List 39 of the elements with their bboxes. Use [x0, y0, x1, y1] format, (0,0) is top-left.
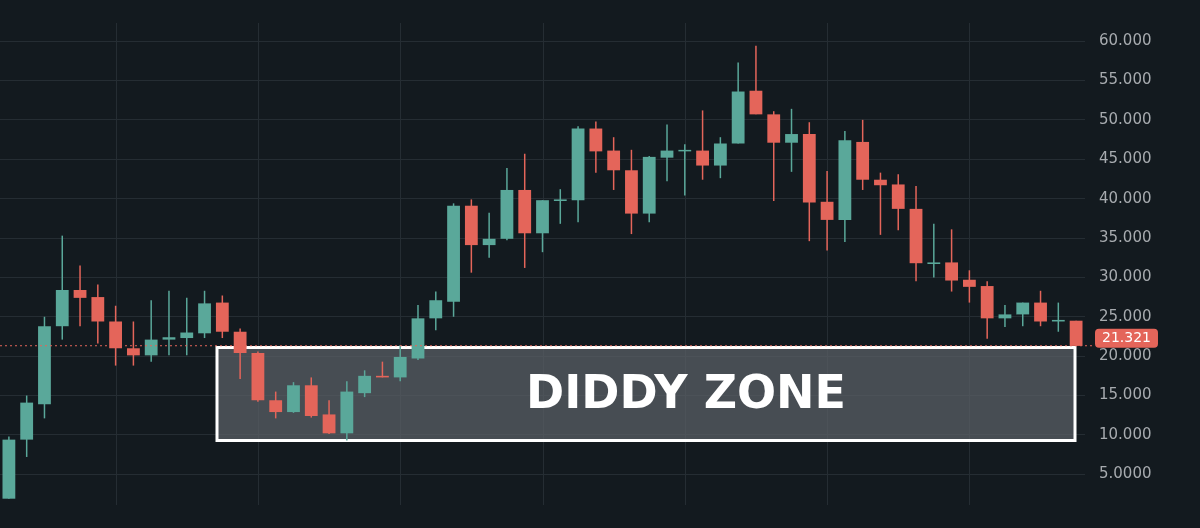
y-tick-label: 50.000	[1099, 109, 1152, 128]
y-tick-label: 45.000	[1099, 149, 1152, 168]
y-tick-label: 5.0000	[1099, 464, 1152, 483]
candlestick	[945, 228, 958, 293]
y-tick-label: 20.000	[1099, 346, 1152, 365]
y-tick-label: 55.000	[1099, 70, 1152, 89]
candlestick	[429, 290, 443, 331]
candlestick	[482, 212, 496, 259]
candlestick	[820, 170, 834, 252]
candlestick	[393, 344, 407, 383]
candlestick	[180, 297, 194, 357]
candlestick	[73, 264, 87, 327]
candlestick	[713, 136, 727, 179]
candlestick	[785, 108, 798, 173]
y-tick-label: 25.000	[1099, 306, 1152, 325]
candlestick	[162, 290, 176, 357]
y-tick-label: 35.000	[1099, 227, 1152, 246]
candlestick	[998, 304, 1012, 328]
y-tick-label: 10.000	[1099, 424, 1152, 443]
candlestick	[269, 390, 283, 420]
candlestick	[1034, 290, 1047, 327]
y-tick-label: 15.000	[1099, 385, 1152, 404]
candlestick	[962, 269, 976, 304]
y-tick-label: 40.000	[1099, 188, 1152, 207]
candlestick	[358, 369, 372, 398]
candlestick	[144, 299, 158, 363]
candlestick	[553, 188, 567, 225]
candlestick	[927, 223, 941, 279]
y-tick-label: 60.000	[1099, 31, 1152, 50]
ref-line-label: 21.321	[1102, 329, 1151, 346]
candlestick	[749, 45, 763, 116]
y-tick-label: 30.000	[1099, 267, 1152, 286]
band-label: DIDDY ZONE	[525, 364, 847, 419]
candlestick	[874, 171, 887, 236]
candlestick	[696, 109, 709, 181]
candlestick	[322, 399, 336, 435]
candlestick	[660, 123, 674, 183]
candlestick	[607, 136, 621, 191]
candlestick	[589, 120, 603, 174]
